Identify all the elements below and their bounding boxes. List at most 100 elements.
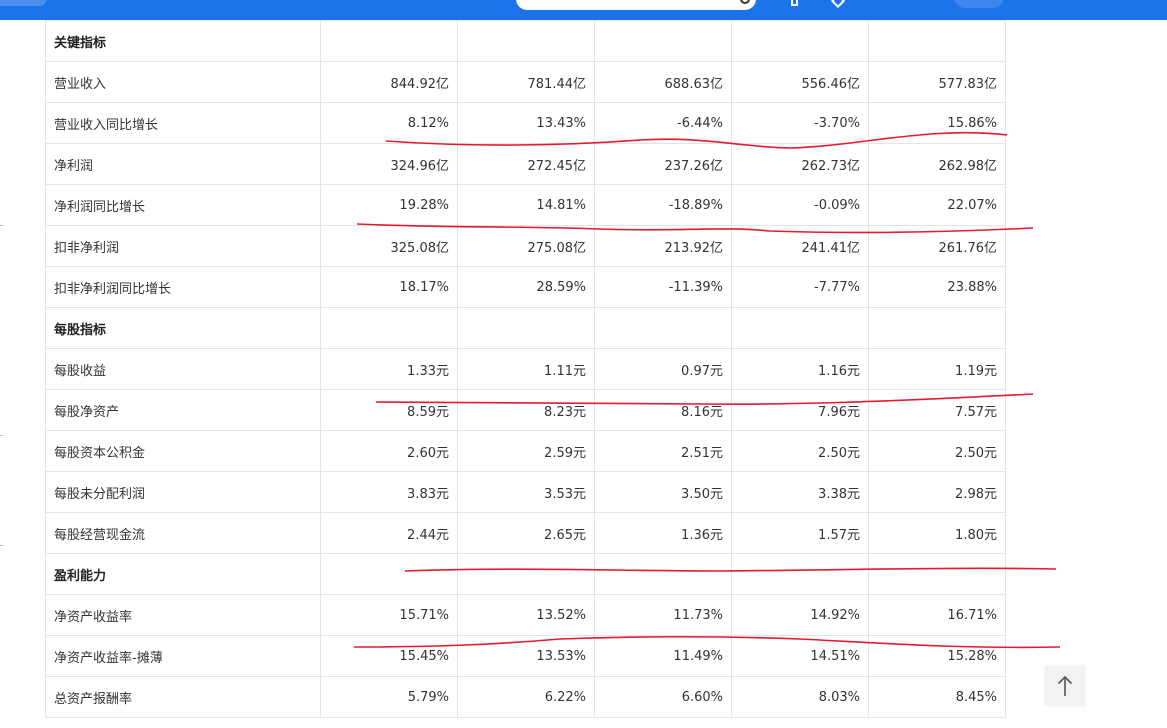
table-row: 每股收益 1.33元 1.11元 0.97元 1.16元 1.19元 — [45, 348, 1006, 390]
extension-icon[interactable] — [830, 0, 846, 9]
table-cell: 324.96亿 — [320, 143, 458, 185]
table-cell: 8.23元 — [457, 389, 595, 431]
section-header-row: 盈利能力 — [45, 553, 1006, 595]
table-cell — [868, 307, 1006, 349]
row-label: 扣非净利润同比增长 — [45, 266, 321, 308]
arrow-up-icon — [1057, 675, 1073, 696]
table-cell — [320, 20, 458, 62]
table-cell: 8.03% — [731, 676, 869, 718]
table-cell: 844.92亿 — [320, 61, 458, 103]
bookmark-icon[interactable] — [791, 0, 798, 6]
table-row: 营业收入同比增长 8.12% 13.43% -6.44% -3.70% 15.86% — [45, 102, 1006, 144]
table-cell: 3.53元 — [457, 471, 595, 513]
table-cell: 23.88% — [868, 266, 1006, 308]
section-title: 关键指标 — [45, 20, 321, 62]
table-cell — [868, 20, 1006, 62]
table-cell: 2.60元 — [320, 430, 458, 472]
table-cell: 275.08亿 — [457, 225, 595, 267]
table-cell: -6.44% — [594, 102, 732, 144]
table-cell: -3.70% — [731, 102, 869, 144]
table-cell: -7.77% — [731, 266, 869, 308]
row-label: 每股收益 — [45, 348, 321, 390]
table-cell: 15.28% — [868, 635, 1006, 677]
table-cell: -11.39% — [594, 266, 732, 308]
section-title: 每股指标 — [45, 307, 321, 349]
table-row: 扣非净利润 325.08亿 275.08亿 213.92亿 241.41亿 261.76亿 — [45, 225, 1006, 267]
left-edge-markers — [0, 20, 4, 728]
row-label: 每股净资产 — [45, 389, 321, 431]
row-label: 每股资本公积金 — [45, 430, 321, 472]
browser-topbar — [0, 0, 1167, 20]
table-cell: 1.36元 — [594, 512, 732, 554]
table-row: 每股资本公积金 2.60元 2.59元 2.51元 2.50元 2.50元 — [45, 430, 1006, 472]
table-row: 每股未分配利润 3.83元 3.53元 3.50元 3.38元 2.98元 — [45, 471, 1006, 513]
table-cell: 11.73% — [594, 594, 732, 636]
table-cell: 2.51元 — [594, 430, 732, 472]
table-cell: 16.71% — [868, 594, 1006, 636]
table-cell: 272.45亿 — [457, 143, 595, 185]
table-cell — [457, 553, 595, 595]
table-cell: 8.12% — [320, 102, 458, 144]
table-row: 扣非净利润同比增长 18.17% 28.59% -11.39% -7.77% 23.88% — [45, 266, 1006, 308]
table-cell — [457, 307, 595, 349]
edge-mark — [0, 545, 3, 546]
table-cell: 14.51% — [731, 635, 869, 677]
table-cell: 11.49% — [594, 635, 732, 677]
table-row: 营业收入 844.92亿 781.44亿 688.63亿 556.46亿 577.83亿 — [45, 61, 1006, 103]
profile-button[interactable] — [954, 0, 1004, 8]
row-label: 净利润同比增长 — [45, 184, 321, 226]
table-cell: 15.45% — [320, 635, 458, 677]
table-cell: 3.38元 — [731, 471, 869, 513]
table-row: 每股经营现金流 2.44元 2.65元 1.36元 1.57元 1.80元 — [45, 512, 1006, 554]
table-cell — [320, 307, 458, 349]
table-cell — [731, 20, 869, 62]
menu-button[interactable] — [0, 0, 46, 6]
table-cell: 6.22% — [457, 676, 595, 718]
table-cell: 1.19元 — [868, 348, 1006, 390]
table-body: 关键指标 营业收入 844.92亿 781.44亿 688.63亿 556.46亿 577.… — [45, 20, 1006, 718]
financial-indicators-table: 关键指标 营业收入 844.92亿 781.44亿 688.63亿 556.46亿 577.… — [45, 20, 1006, 718]
table-cell — [594, 307, 732, 349]
table-cell: 8.59元 — [320, 389, 458, 431]
table-cell: 6.60% — [594, 676, 732, 718]
row-label: 净资产收益率-摊薄 — [45, 635, 321, 677]
search-icon[interactable] — [740, 0, 750, 4]
table-cell: 2.44元 — [320, 512, 458, 554]
table-cell: 1.57元 — [731, 512, 869, 554]
table-row: 净资产收益率 15.71% 13.52% 11.73% 14.92% 16.71% — [45, 594, 1006, 636]
table-cell: 0.97元 — [594, 348, 732, 390]
table-cell: 1.80元 — [868, 512, 1006, 554]
table-cell: 2.98元 — [868, 471, 1006, 513]
edge-mark — [0, 225, 3, 226]
table-row: 净利润 324.96亿 272.45亿 237.26亿 262.73亿 262.98亿 — [45, 143, 1006, 185]
table-cell: 13.53% — [457, 635, 595, 677]
table-cell: 325.08亿 — [320, 225, 458, 267]
section-title: 盈利能力 — [45, 553, 321, 595]
search-box[interactable] — [516, 0, 756, 10]
table-cell: 3.50元 — [594, 471, 732, 513]
table-cell — [594, 20, 732, 62]
table-cell: 262.98亿 — [868, 143, 1006, 185]
table-cell: 1.33元 — [320, 348, 458, 390]
table-cell: 14.81% — [457, 184, 595, 226]
back-to-top-button[interactable] — [1045, 666, 1085, 706]
table-cell: 7.57元 — [868, 389, 1006, 431]
table-cell: 2.59元 — [457, 430, 595, 472]
table-cell: 13.43% — [457, 102, 595, 144]
edge-mark — [0, 435, 3, 436]
table-cell — [868, 553, 1006, 595]
table-cell — [320, 553, 458, 595]
row-label: 净资产收益率 — [45, 594, 321, 636]
table-cell: -18.89% — [594, 184, 732, 226]
table-row: 净利润同比增长 19.28% 14.81% -18.89% -0.09% 22.07% — [45, 184, 1006, 226]
table-cell: 19.28% — [320, 184, 458, 226]
section-header-row: 关键指标 — [45, 20, 1006, 62]
table-cell: 14.92% — [731, 594, 869, 636]
table-cell: 8.16元 — [594, 389, 732, 431]
table-row: 总资产报酬率 5.79% 6.22% 6.60% 8.03% 8.45% — [45, 676, 1006, 718]
table-row: 每股净资产 8.59元 8.23元 8.16元 7.96元 7.57元 — [45, 389, 1006, 431]
table-cell: 2.65元 — [457, 512, 595, 554]
section-header-row: 每股指标 — [45, 307, 1006, 349]
table-cell: 556.46亿 — [731, 61, 869, 103]
table-row: 净资产收益率-摊薄 15.45% 13.53% 11.49% 14.51% 15.28% — [45, 635, 1006, 677]
